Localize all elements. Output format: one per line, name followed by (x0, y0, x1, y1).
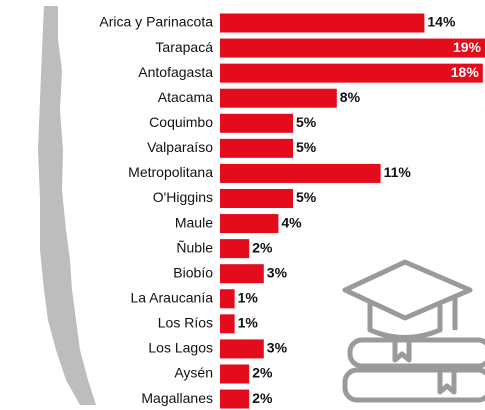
value-label: 14% (427, 14, 456, 30)
category-label: Ñuble (176, 239, 213, 255)
value-label: 2% (252, 239, 273, 255)
category-label: La Araucanía (130, 289, 213, 305)
category-label: Magallanes (141, 390, 213, 406)
category-label: Maule (175, 214, 213, 230)
value-label: 1% (238, 289, 259, 305)
bar (220, 113, 293, 133)
category-label: Metropolitana (128, 164, 213, 180)
category-label: Biobío (173, 264, 213, 280)
category-label: Los Ríos (158, 315, 213, 331)
category-label: Valparaíso (147, 139, 213, 155)
value-label: 1% (238, 315, 259, 331)
value-label: 2% (252, 390, 273, 406)
bar (220, 339, 264, 359)
value-label: 18% (451, 64, 480, 80)
category-label: Arica y Parinacota (99, 14, 213, 30)
value-label: 5% (296, 139, 317, 155)
bar (220, 63, 483, 83)
category-label: Aysén (174, 365, 213, 381)
category-label: Atacama (158, 89, 213, 105)
bar (220, 188, 293, 208)
bar (220, 38, 485, 58)
category-label: Los Lagos (148, 340, 213, 356)
value-label: 3% (267, 340, 288, 356)
bar (220, 163, 381, 183)
category-label: O'Higgins (153, 189, 213, 205)
value-label: 5% (296, 189, 317, 205)
bar (220, 239, 250, 259)
value-label: 11% (384, 164, 412, 180)
value-label: 19% (453, 39, 482, 55)
map-of-chile (38, 6, 96, 405)
value-label: 4% (281, 214, 302, 230)
education-icon (342, 259, 485, 403)
value-label: 3% (267, 264, 288, 280)
category-label: Coquimbo (149, 114, 213, 130)
bar (220, 389, 250, 409)
value-label: 5% (296, 114, 317, 130)
bar (220, 364, 250, 384)
bar (220, 214, 279, 234)
category-label: Antofagasta (138, 64, 213, 80)
value-label: 8% (340, 89, 361, 105)
bar (220, 264, 264, 284)
bar (220, 314, 235, 334)
value-label: 2% (252, 365, 273, 381)
bar (220, 88, 337, 108)
category-label: Tarapacá (155, 39, 213, 55)
bar (220, 13, 425, 33)
bar (220, 138, 293, 158)
bar (220, 289, 235, 309)
